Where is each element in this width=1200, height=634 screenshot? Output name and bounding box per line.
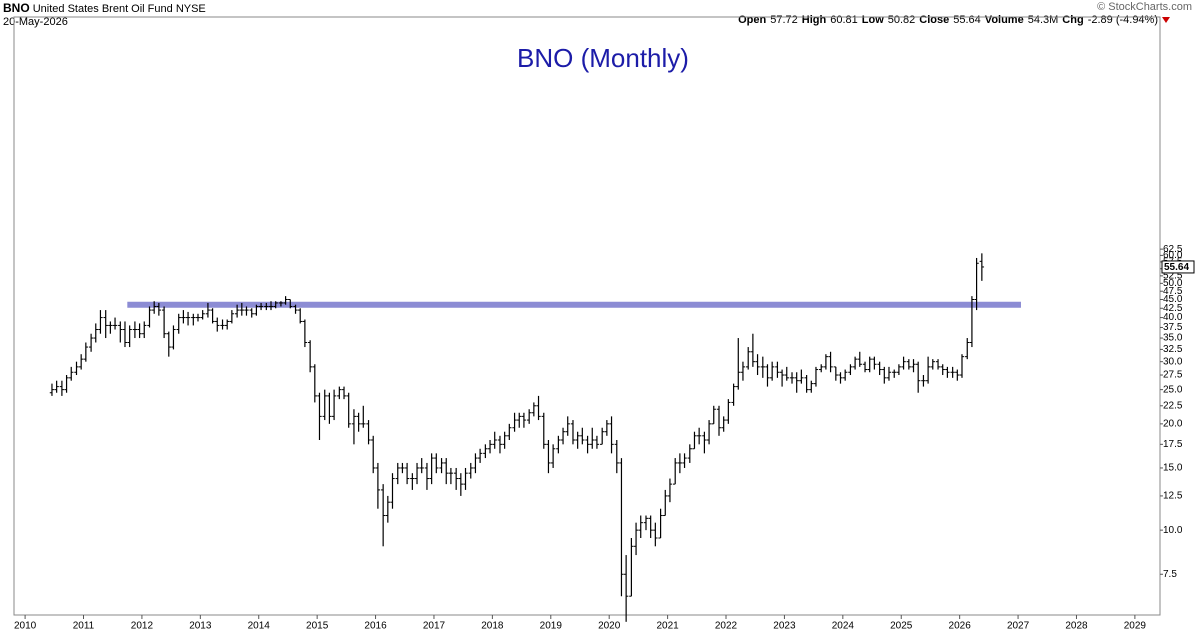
x-tick-label: 2020: [598, 621, 621, 632]
y-tick-label: 35.0: [1163, 333, 1183, 344]
x-tick-label: 2023: [773, 621, 796, 632]
down-arrow: [1162, 17, 1170, 23]
exchange: NYSE: [175, 3, 206, 15]
y-tick-label: 62.5: [1163, 244, 1183, 255]
x-tick-label: 2025: [890, 621, 913, 632]
x-tick-label: 2029: [1124, 621, 1147, 632]
fund-name: United States Brent Oil Fund: [32, 3, 173, 15]
x-tick-label: 2010: [14, 621, 37, 632]
x-tick-label: 2014: [248, 621, 271, 632]
y-tick-label: 17.5: [1163, 439, 1183, 450]
y-tick-label: 32.5: [1163, 344, 1183, 355]
chart-title: BNO (Monthly): [517, 43, 689, 73]
y-tick-label: 7.5: [1163, 569, 1177, 580]
y-tick-label: 20.0: [1163, 418, 1183, 429]
y-tick-label: 30.0: [1163, 356, 1183, 367]
plot-frame: [13, 16, 1161, 616]
x-tick-label: 2026: [949, 621, 972, 632]
x-tick-label: 2017: [423, 621, 446, 632]
y-tick-label: 47.5: [1163, 286, 1183, 297]
y-tick-label: 25.0: [1163, 384, 1183, 395]
x-tick-label: 2021: [656, 621, 679, 632]
x-tick-label: 2013: [189, 621, 212, 632]
y-tick-label: 22.5: [1163, 400, 1183, 411]
last-price-box: [1161, 260, 1195, 274]
y-tick-label: 15.0: [1163, 463, 1183, 474]
y-tick-label: 10.0: [1163, 525, 1183, 536]
header-left: BNO United States Brent Oil Fund NYSE 20…: [3, 2, 206, 29]
x-tick-label: 2015: [306, 621, 329, 632]
x-tick-label: 2012: [131, 621, 154, 632]
symbol: BNO: [3, 1, 30, 15]
y-tick-label: 60.0: [1163, 250, 1183, 261]
credit: © StockCharts.com: [1097, 1, 1192, 13]
y-tick-label: 27.5: [1163, 370, 1183, 381]
y-tick-label: 37.5: [1163, 322, 1183, 333]
x-tick-label: 2027: [1007, 621, 1030, 632]
x-tick-label: 2011: [73, 621, 95, 632]
y-tick-label: 52.5: [1163, 271, 1183, 282]
y-tick-label: 45.0: [1163, 294, 1183, 305]
x-tick-label: 2018: [481, 621, 504, 632]
date: 20-May-2026: [3, 16, 68, 28]
x-tick-label: 2022: [715, 621, 738, 632]
y-tick-label: 12.5: [1163, 491, 1183, 502]
y-tick-label: 50.0: [1163, 278, 1183, 289]
x-tick-label: 2024: [832, 621, 855, 632]
x-tick-label: 2019: [540, 621, 563, 632]
y-tick-label: 40.0: [1163, 312, 1183, 323]
last-price-label: 55.64: [1164, 262, 1189, 273]
x-tick-label: 2016: [364, 621, 387, 632]
x-tick-label: 2028: [1065, 621, 1088, 632]
y-tick-label: 42.5: [1163, 303, 1183, 314]
